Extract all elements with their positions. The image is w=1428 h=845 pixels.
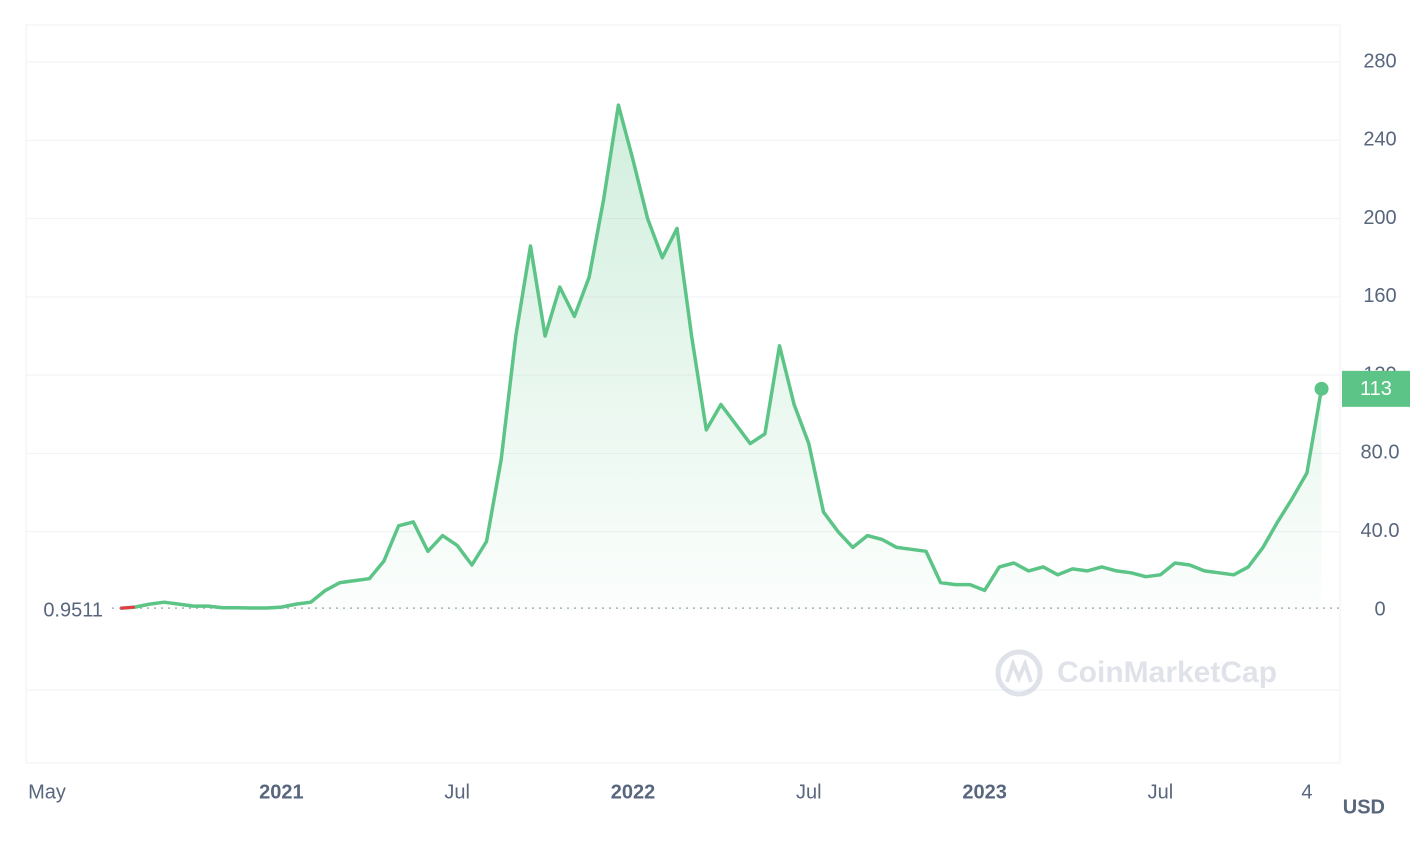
- plot-frame: [25, 24, 1341, 764]
- x-tick-label: Jul: [1148, 781, 1174, 803]
- y-tick-label: 160: [1363, 285, 1396, 307]
- x-tick-label: 2021: [259, 781, 304, 803]
- y-tick-label: 80.0: [1361, 442, 1400, 464]
- y-tick-label: 40.0: [1361, 520, 1400, 542]
- x-tick-label: Jul: [796, 781, 822, 803]
- last-price-label: 113: [1360, 378, 1392, 400]
- price-area: [120, 105, 1322, 610]
- watermark-text: CoinMarketCap: [1057, 656, 1277, 689]
- x-tick-label: May: [28, 781, 66, 803]
- y-tick-label: 240: [1363, 129, 1396, 151]
- currency-label: USD: [1343, 796, 1385, 818]
- price-line: [120, 103, 1324, 610]
- watermark: CoinMarketCap: [995, 649, 1277, 697]
- x-tick-label: 2023: [962, 781, 1007, 803]
- y-tick-label: 280: [1363, 50, 1396, 72]
- last-price-dot: [1314, 381, 1329, 396]
- below-start-segment: [120, 605, 136, 610]
- y-tick-label: 0: [1374, 598, 1385, 620]
- start-price-label: 0.9511: [43, 599, 103, 621]
- x-tick-label: 4: [1301, 781, 1312, 803]
- y-tick-label: 200: [1363, 207, 1396, 229]
- x-tick-label: Jul: [444, 781, 470, 803]
- last-price-box: [1342, 370, 1410, 407]
- x-tick-label: 2022: [611, 781, 656, 803]
